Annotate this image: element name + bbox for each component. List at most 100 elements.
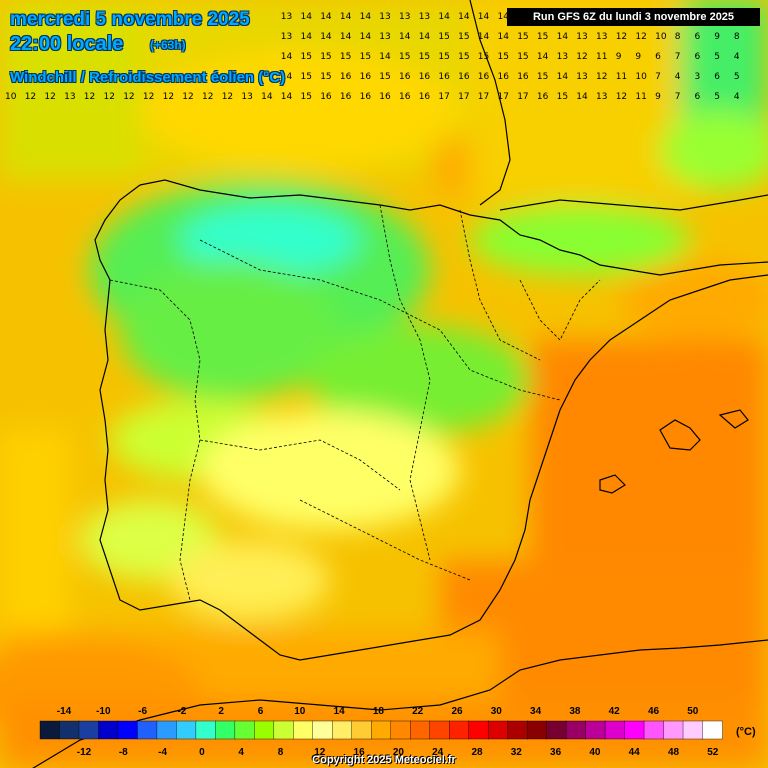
legend-tick-top: 14 [334, 706, 346, 717]
grid-value: 14 [478, 32, 490, 42]
legend-swatch [429, 720, 450, 740]
grid-value: 15 [498, 52, 509, 62]
legend-swatch [663, 720, 684, 740]
legend-tick-bottom: 20 [393, 747, 405, 758]
grid-value: 14 [478, 12, 490, 22]
grid-value: 14 [498, 12, 510, 22]
legend-tick-bottom: 52 [707, 747, 719, 758]
grid-value: 16 [419, 72, 431, 82]
forecast-offset: (+63h) [150, 38, 186, 52]
grid-value: 5 [734, 72, 740, 82]
legend-tick-top: 10 [294, 706, 306, 717]
grid-value: 15 [301, 72, 312, 82]
grid-value: 14 [261, 92, 273, 102]
legend-tick-bottom: 48 [668, 747, 680, 758]
legend-swatch [507, 720, 528, 740]
grid-value: 13 [576, 72, 587, 82]
legend-swatch [682, 720, 704, 740]
grid-value: 14 [419, 32, 431, 42]
legend-swatch [215, 720, 236, 740]
legend-swatch [449, 720, 470, 740]
grid-value: 14 [281, 52, 293, 62]
legend-swatch [254, 720, 275, 740]
legend-tick-top: 30 [491, 706, 503, 717]
grid-value: 16 [379, 92, 391, 102]
grid-value: 12 [25, 92, 36, 102]
grid-value: 16 [478, 72, 490, 82]
legend-swatch [468, 720, 489, 740]
grid-value: 16 [419, 92, 431, 102]
grid-value: 14 [537, 52, 549, 62]
grid-value: 3 [695, 72, 701, 82]
legend-swatch [273, 720, 295, 740]
grid-value: 13 [596, 32, 607, 42]
grid-value: 12 [163, 92, 174, 102]
legend-swatch [117, 720, 139, 740]
grid-value: 14 [301, 12, 313, 22]
grid-value: 6 [695, 32, 701, 42]
grid-value: 9 [616, 52, 622, 62]
grid-value: 6 [695, 92, 701, 102]
grid-value: 9 [714, 32, 720, 42]
grid-value: 7 [675, 92, 681, 102]
grid-value: 11 [596, 52, 607, 62]
legend-tick-bottom: 44 [629, 747, 641, 758]
grid-value: 15 [438, 32, 449, 42]
grid-value: 12 [123, 92, 134, 102]
legend-swatch [39, 720, 61, 740]
legend-tick-bottom: 24 [432, 747, 444, 758]
grid-value: 17 [438, 92, 449, 102]
grid-value: 14 [320, 12, 332, 22]
grid-value: 15 [458, 32, 469, 42]
grid-value: 12 [222, 92, 233, 102]
grid-value: 15 [517, 52, 528, 62]
legend-tick-bottom: 8 [278, 747, 284, 758]
coastlines [32, 0, 768, 768]
legend-swatch [410, 720, 431, 740]
grid-value: 14 [340, 32, 352, 42]
grid-value: 17 [478, 92, 489, 102]
parameter-title: Windchill / Refroidissement éolien (°C) [10, 69, 286, 86]
grid-value: 14 [458, 12, 470, 22]
forecast-time: 22:00 locale [10, 33, 124, 55]
legend-swatch [371, 720, 392, 740]
grid-value: 13 [379, 12, 390, 22]
grid-value: 9 [635, 52, 641, 62]
grid-value: 16 [360, 72, 372, 82]
grid-value: 11 [616, 72, 627, 82]
grid-value: 16 [498, 72, 510, 82]
legend-tick-bottom: 4 [238, 747, 244, 758]
grid-value: 16 [320, 92, 332, 102]
grid-value: 16 [399, 92, 411, 102]
grid-value: 15 [419, 52, 430, 62]
legend-swatch [585, 720, 606, 740]
grid-value: 6 [655, 52, 661, 62]
grid-value: 10 [5, 92, 17, 102]
grid-value: 17 [458, 92, 469, 102]
grid-value: 5 [714, 52, 720, 62]
legend-tick-bottom: 28 [471, 747, 483, 758]
grid-value: 15 [399, 52, 410, 62]
legend-tick-bottom: 40 [589, 747, 601, 758]
grid-value: 5 [714, 92, 720, 102]
copyright-text: Copyright 2025 Meteociel.fr [312, 754, 456, 766]
legend-swatch [156, 720, 178, 740]
grid-value: 15 [478, 52, 489, 62]
grid-value: 14 [557, 72, 569, 82]
legend-swatch [59, 720, 80, 740]
grid-value: 12 [596, 72, 607, 82]
grid-value: 13 [281, 32, 292, 42]
grid-value: 12 [576, 52, 587, 62]
legend-tick-top: 2 [218, 706, 224, 717]
grid-value: 14 [576, 92, 588, 102]
legend-tick-top: -6 [138, 706, 147, 717]
legend-swatch [312, 720, 333, 740]
legend-swatch [702, 720, 723, 740]
grid-value: 15 [379, 72, 390, 82]
legend-tick-top: 46 [648, 706, 660, 717]
grid-value: 14 [340, 12, 352, 22]
grid-value: 4 [734, 52, 740, 62]
grid-value: 14 [557, 32, 569, 42]
grid-value: 14 [379, 52, 391, 62]
